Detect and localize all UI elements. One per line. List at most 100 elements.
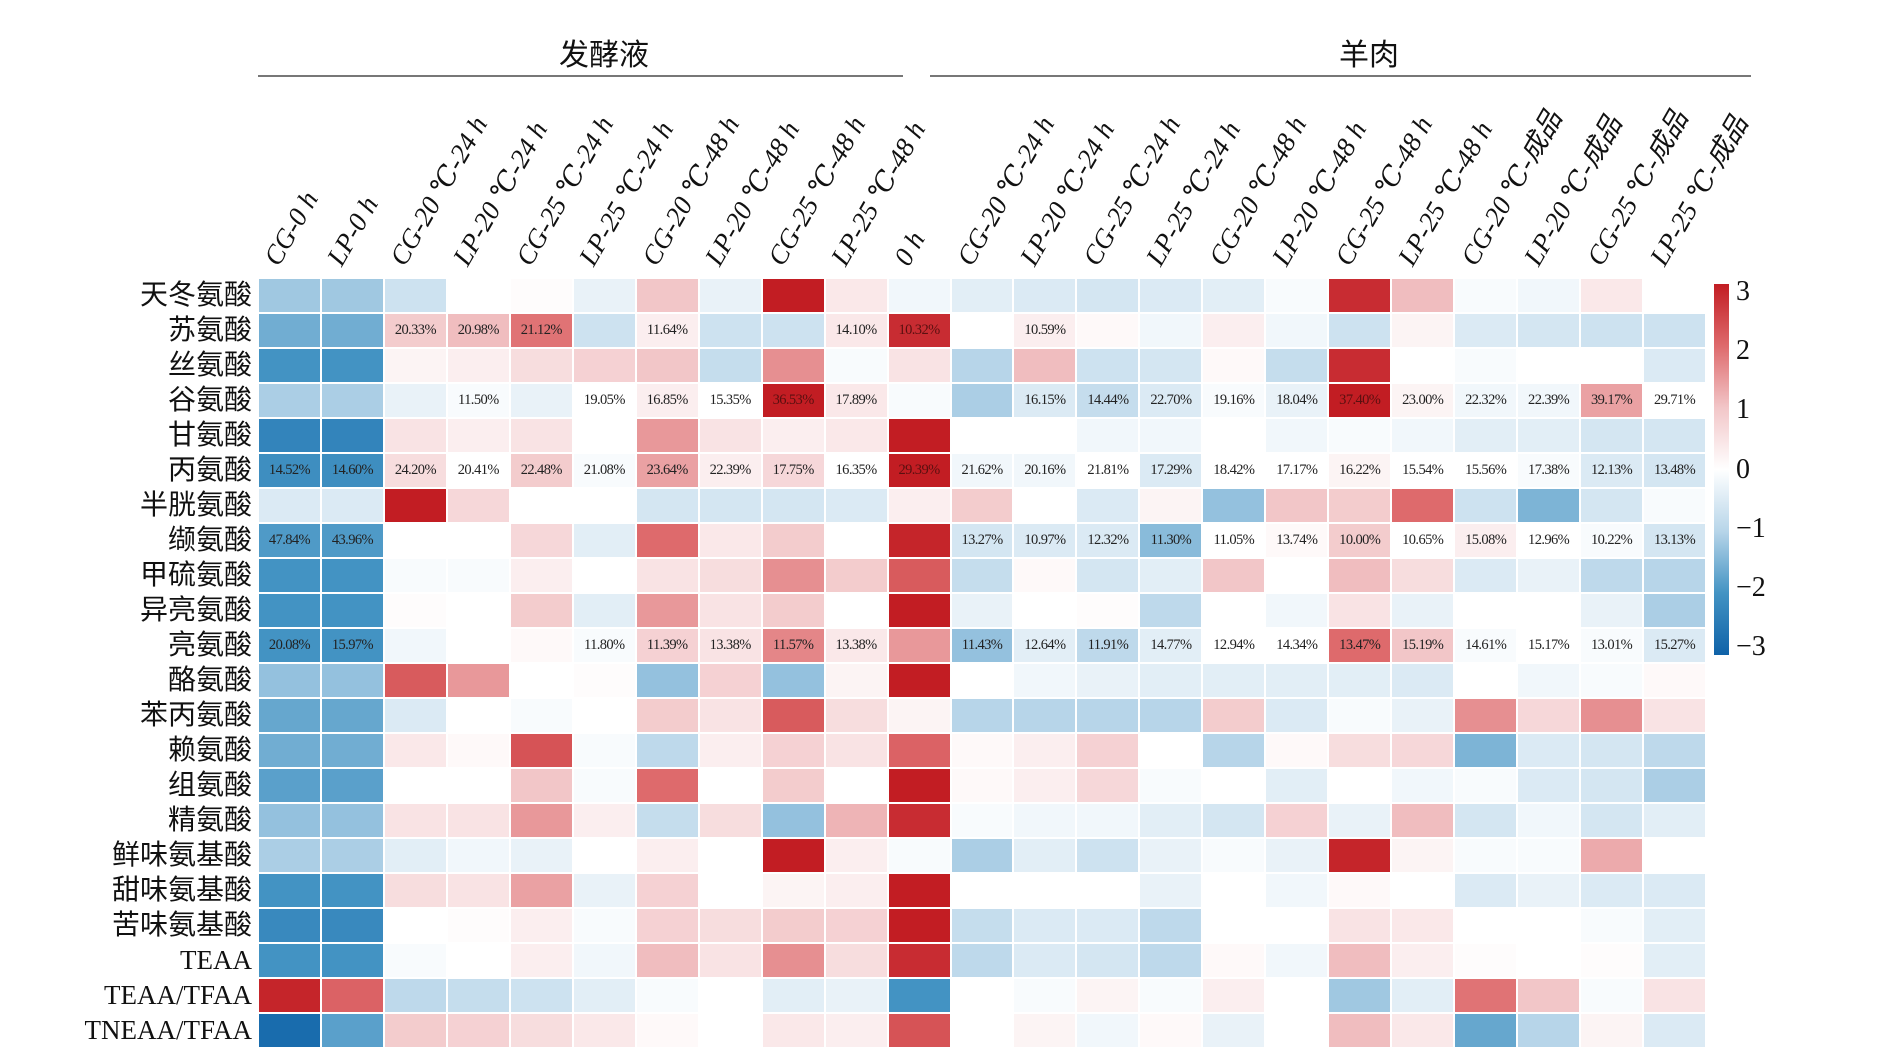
heatmap-cell: [1643, 558, 1706, 593]
heatmap-cell: [572, 313, 636, 348]
heatmap-cell: 12.13%: [1580, 453, 1644, 488]
heatmap-cell: [950, 838, 1014, 873]
group-title-mutton: 羊肉: [1339, 39, 1399, 72]
heatmap-cell: [258, 733, 321, 768]
heatmap-cell: [258, 978, 321, 1013]
row-label: 亮氨酸: [167, 630, 252, 661]
heatmap-cell: [446, 558, 510, 593]
heatmap-cell: [320, 278, 384, 313]
heatmap-cell: 13.48%: [1643, 453, 1706, 488]
heatmap-cell: 11.50%: [446, 383, 510, 418]
heatmap-cell: [446, 593, 510, 628]
row-label: 天冬氨酸: [139, 280, 252, 311]
row-label: 半胱氨酸: [139, 490, 252, 521]
heatmap-cell: 20.16%: [1013, 453, 1077, 488]
cell-value-label: 17.17%: [1276, 462, 1318, 478]
heatmap-cell: [320, 943, 384, 978]
heatmap-cell: 47.84%: [258, 523, 321, 558]
cell-value-label: 21.81%: [1087, 462, 1129, 478]
heatmap-cell: [1328, 313, 1392, 348]
colorbar-tick-label: −2: [1736, 571, 1766, 603]
heatmap-cell: [761, 1013, 825, 1048]
heatmap-cell: [950, 418, 1014, 453]
heatmap-cell: [1328, 558, 1392, 593]
heatmap-cell: 10.00%: [1328, 523, 1392, 558]
heatmap-cell: [1202, 488, 1266, 523]
heatmap-cell: [1076, 558, 1140, 593]
heatmap-cell: [950, 383, 1014, 418]
heatmap-cell: [383, 1013, 447, 1048]
row-label: 苯丙氨酸: [139, 700, 252, 731]
heatmap-cell: [1580, 348, 1644, 383]
heatmap-cell: 13.74%: [1265, 523, 1329, 558]
heatmap-cell: [950, 873, 1014, 908]
heatmap-cell: [761, 873, 825, 908]
heatmap-cell: [1328, 838, 1392, 873]
heatmap-cell: [1139, 418, 1203, 453]
cell-value-label: 11.05%: [1213, 532, 1255, 548]
heatmap-cell: [824, 1013, 888, 1048]
heatmap-cell: [509, 278, 573, 313]
heatmap-cell: [258, 313, 321, 348]
heatmap-cell: [509, 698, 573, 733]
row-label: 丝氨酸: [167, 350, 252, 381]
cell-value-label: 15.56%: [1465, 462, 1507, 478]
heatmap-cell: [1013, 838, 1077, 873]
cell-value-label: 13.01%: [1591, 637, 1633, 653]
heatmap-cell: 23.64%: [635, 453, 699, 488]
heatmap-cell: [698, 488, 762, 523]
heatmap-cell: [1139, 1013, 1203, 1048]
cell-value-label: 17.89%: [835, 392, 878, 408]
heatmap-cell: [572, 733, 636, 768]
row-label: 苏氨酸: [167, 315, 252, 346]
heatmap-cell: [1391, 348, 1455, 383]
heatmap-cell: [1643, 873, 1706, 908]
heatmap-cell: [698, 418, 762, 453]
cell-value-label: 15.19%: [1402, 637, 1444, 653]
cell-value-label: 20.16%: [1024, 462, 1066, 478]
heatmap-cell: [1454, 733, 1518, 768]
heatmap-cell: [1580, 1013, 1644, 1048]
heatmap-cell: [383, 418, 447, 453]
heatmap-cell: [1454, 418, 1518, 453]
heatmap-cell: [1454, 978, 1518, 1013]
heatmap-cell: [320, 768, 384, 803]
heatmap-cell: [1580, 558, 1644, 593]
heatmap-cell: 14.77%: [1139, 628, 1203, 663]
heatmap-cell: [1202, 733, 1266, 768]
heatmap-cell: 20.41%: [446, 453, 510, 488]
heatmap-cell: 16.85%: [635, 383, 699, 418]
heatmap-cell: [1265, 558, 1329, 593]
cell-value-label: 43.96%: [331, 532, 374, 548]
heatmap-cell: [1643, 768, 1706, 803]
heatmap-cell: [320, 663, 384, 698]
heatmap-cell: [698, 838, 762, 873]
heatmap-cell: [635, 838, 699, 873]
heatmap-cell: [1517, 593, 1581, 628]
heatmap-cell: [509, 418, 573, 453]
heatmap-cell: [572, 663, 636, 698]
heatmap-cell: [383, 698, 447, 733]
heatmap-cell: 15.19%: [1391, 628, 1455, 663]
heatmap-cell: 22.39%: [698, 453, 762, 488]
heatmap-cell: [320, 803, 384, 838]
column-label: 0 h: [887, 226, 931, 271]
group-line-fermentation: [258, 75, 903, 77]
heatmap-cell: [1454, 838, 1518, 873]
heatmap-cell: 21.62%: [950, 453, 1014, 488]
heatmap-cell: [950, 768, 1014, 803]
cell-value-label: 10.22%: [1591, 532, 1633, 548]
heatmap-cell: 18.42%: [1202, 453, 1266, 488]
heatmap-cell: [1265, 488, 1329, 523]
heatmap-cell: [1328, 768, 1392, 803]
heatmap-cell: [320, 978, 384, 1013]
cell-value-label: 21.08%: [583, 462, 626, 478]
row-label: 精氨酸: [167, 805, 252, 836]
heatmap-cell: [1391, 978, 1455, 1013]
heatmap-cell: [1517, 803, 1581, 838]
heatmap-cell: [635, 523, 699, 558]
heatmap-cell: [258, 873, 321, 908]
heatmap-cell: [1391, 733, 1455, 768]
heatmap-cell: [1076, 838, 1140, 873]
heatmap-cell: 15.97%: [320, 628, 384, 663]
